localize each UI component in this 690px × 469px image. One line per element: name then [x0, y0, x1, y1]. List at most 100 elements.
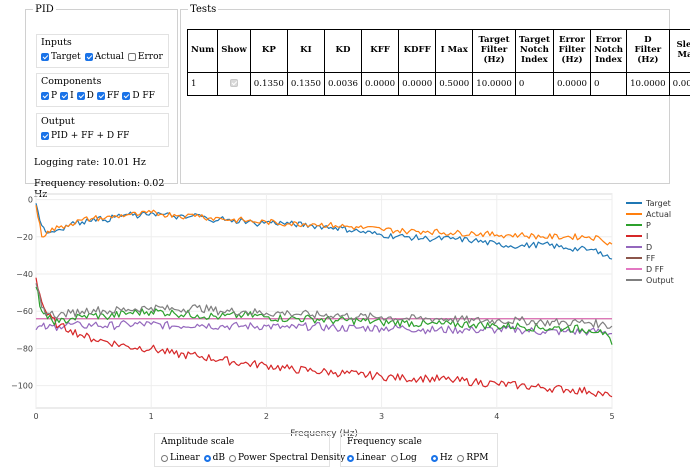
series-line-i — [35, 277, 613, 398]
col-slew-max: Slew Max — [668, 29, 690, 73]
freq-rpm-radio[interactable] — [457, 454, 465, 462]
series-line-target — [35, 203, 613, 260]
cell-kd: 0.0036 — [323, 72, 363, 96]
frequency-options: Linear Log Hz RPM — [345, 453, 488, 463]
p-label: P — [51, 91, 58, 101]
cell-num: 1 — [186, 72, 219, 96]
amp-psd-radio[interactable] — [229, 454, 237, 462]
col-error-filter: Error Filter (Hz) — [552, 29, 592, 73]
y-tick-label: −40 — [16, 270, 33, 279]
show-checkbox[interactable] — [229, 78, 238, 87]
p-checkbox[interactable] — [41, 92, 49, 100]
freq-linear-radio[interactable] — [347, 454, 354, 462]
legend-item[interactable]: P — [646, 221, 651, 230]
col-d-filter: D Filter (Hz) — [626, 29, 670, 73]
amp-linear-label: Linear — [170, 453, 200, 463]
cell-target-notch: 0 — [514, 72, 554, 96]
legend-item[interactable]: D FF — [646, 265, 664, 274]
components-title: Components — [41, 76, 102, 87]
freq-log-label: Log — [399, 453, 417, 463]
series-line-output — [35, 283, 613, 329]
cell-kp: 0.1350 — [249, 72, 288, 96]
output-title: Output — [41, 116, 75, 127]
legend-item[interactable]: I — [646, 232, 648, 241]
output-row: PID + FF + D FF — [40, 131, 129, 141]
col-error-notch: Error Notch Index — [590, 29, 628, 73]
frequency-scale-title: Frequency scale — [347, 437, 422, 447]
target-label: Target — [51, 52, 81, 62]
i-label: I — [70, 91, 74, 101]
col-target-notch: Target Notch Index — [514, 29, 554, 73]
output-checkbox[interactable] — [41, 132, 49, 140]
frequency-scale-group: Frequency scale Linear Log Hz RPM — [340, 433, 498, 467]
amp-db-radio[interactable] — [203, 454, 211, 462]
x-tick-label: 3 — [379, 412, 384, 421]
legend-item[interactable]: Output — [646, 276, 674, 285]
legend-item[interactable]: D — [646, 243, 652, 252]
amp-linear-radio[interactable] — [161, 454, 168, 462]
x-tick-label: 1 — [149, 412, 154, 421]
y-tick-label: −60 — [16, 307, 33, 316]
amp-psd-label: Power Spectral Density — [238, 453, 346, 463]
col-show: Show — [217, 29, 251, 73]
inputs-row: Target Actual Error — [40, 52, 163, 62]
error-checkbox[interactable] — [127, 53, 136, 61]
col-num: Num — [186, 29, 219, 73]
tests-header-row: Num Show KP KI KD KFF KDFF I Max Target … — [186, 29, 690, 73]
cell-slew-max: 0.0000 — [668, 72, 690, 96]
col-kff: KFF — [361, 29, 400, 73]
cell-target-filter: 10.0000 — [472, 72, 516, 96]
d-label: D — [86, 91, 94, 101]
x-tick-label: 5 — [609, 412, 614, 421]
actual-checkbox[interactable] — [84, 53, 93, 61]
inputs-group: Inputs Target Actual Error — [36, 34, 169, 68]
amplitude-scale-group: Amplitude scale Linear dB Power Spectral… — [154, 433, 345, 467]
actual-label: Actual — [94, 52, 124, 62]
tests-panel: Tests Num Show KP KI KD KFF KDFF I Max T… — [180, 4, 690, 184]
tests-table: Num Show KP KI KD KFF KDFF I Max Target … — [186, 29, 690, 96]
output-group: Output PID + FF + D FF — [36, 113, 169, 147]
x-tick-label: 4 — [494, 412, 499, 421]
target-checkbox[interactable] — [41, 53, 49, 61]
x-tick-label: 2 — [264, 412, 269, 421]
y-tick-label: −80 — [16, 344, 33, 353]
cell-error-notch: 0 — [590, 72, 628, 96]
dff-checkbox[interactable] — [122, 92, 131, 100]
pid-legend: PID — [35, 4, 54, 15]
table-row: 1 0.1350 0.1350 0.0036 0.0000 0.0000 0.5… — [186, 72, 690, 96]
col-target-filter: Target Filter (Hz) — [472, 29, 516, 73]
d-checkbox[interactable] — [76, 92, 85, 100]
i-checkbox[interactable] — [60, 92, 69, 100]
cell-kff: 0.0000 — [361, 72, 400, 96]
cell-ki: 0.1350 — [286, 72, 325, 96]
error-label: Error — [137, 52, 163, 62]
freq-hz-label: Hz — [439, 453, 453, 463]
ff-label: FF — [106, 91, 120, 101]
tests-legend: Tests — [190, 4, 217, 15]
cell-show — [217, 72, 251, 96]
series-line-actual — [35, 205, 613, 246]
output-label: PID + FF + D FF — [51, 131, 130, 141]
freq-linear-label: Linear — [356, 453, 386, 463]
cell-imax: 0.5000 — [435, 72, 474, 96]
legend-item[interactable]: FF — [646, 254, 656, 263]
col-kdff: KDFF — [398, 29, 437, 73]
components-group: Components P I D FF D FF — [36, 73, 169, 107]
logging-rate: Logging rate: 10.01 Hz — [34, 157, 146, 168]
freq-hz-radio[interactable] — [430, 454, 438, 462]
legend-item[interactable]: Target — [645, 199, 671, 208]
amp-db-label: dB — [212, 453, 226, 463]
freq-log-radio[interactable] — [390, 454, 398, 462]
frequency-plot[interactable]: 0 1 2 3 4 50−20−40−60−80−100 Frequency (Hz) T… — [0, 188, 690, 438]
components-row: P I D FF D FF — [40, 91, 155, 101]
y-tick-label: −100 — [11, 382, 33, 391]
dff-label: D FF — [132, 91, 155, 101]
series-line-d — [35, 320, 612, 336]
cell-d-filter: 10.0000 — [626, 72, 670, 96]
legend-item[interactable]: Actual — [646, 210, 671, 219]
ff-checkbox[interactable] — [96, 92, 105, 100]
amplitude-scale-title: Amplitude scale — [161, 437, 235, 447]
col-kp: KP — [249, 29, 288, 73]
series-line-p — [35, 286, 613, 345]
col-kd: KD — [323, 29, 363, 73]
